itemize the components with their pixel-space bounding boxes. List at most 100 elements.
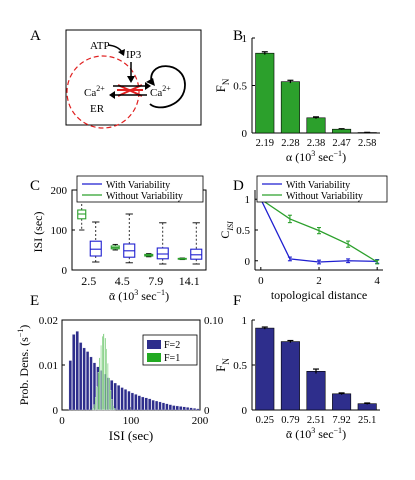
panel-e-x-tick-label: 100	[123, 415, 140, 427]
panel-e-hist-bar	[144, 397, 148, 411]
panel-e-hist-bar	[113, 382, 117, 411]
panel-c-box	[190, 248, 203, 260]
panel-c-x-axis-label: ᾱ (103 sec−1)	[109, 288, 169, 303]
panel-e-hist-bar	[127, 390, 131, 411]
panel-b-bar-chart: 0 0.5 1 2.19 2.28 2.38 2.47 2.58 FN α (103 sec−1)	[213, 33, 380, 164]
panel-b-x-axis-label: α (103 sec−1)	[286, 149, 346, 164]
panel-letter-d: D	[233, 178, 244, 194]
panel-f-bar	[306, 370, 326, 411]
panel-e-hist-bar	[196, 408, 200, 411]
panel-e-legend-label: F=1	[164, 353, 180, 364]
panel-b-bar	[332, 128, 352, 134]
panel-c-box-plot: 0 100 200 2.5 4.5 7.9 14.1 With VariabilityWith…	[31, 175, 207, 303]
ca-left-label: Ca2+	[84, 84, 105, 99]
panel-c-x-tick-label: 4.5	[115, 274, 130, 288]
panel-e-hist-bar	[192, 408, 197, 411]
panel-e-hist-bar	[161, 402, 166, 411]
panel-c-legend-box	[76, 175, 204, 203]
panel-letter-c: C	[30, 178, 40, 194]
ip3-arrowhead	[127, 76, 135, 83]
panel-e-hist-bar	[89, 356, 93, 411]
panel-c-box	[156, 247, 169, 260]
panel-d-x-tick-label: 2	[316, 275, 322, 287]
panel-d-legend-label: With Variability	[286, 180, 350, 191]
panel-b-y-tick-label: 1	[242, 33, 248, 45]
panel-c-x-tick-label: 7.9	[148, 274, 163, 288]
ip3-label: IP3	[126, 49, 142, 61]
panel-e-hist-bar	[158, 401, 162, 411]
panel-d-legend-label: Without Variability	[286, 191, 363, 202]
panel-e-hist-bar	[130, 392, 134, 411]
panel-e-hist-bar	[86, 351, 90, 411]
panel-c-y-axis-label: ISI (sec)	[31, 212, 45, 253]
panel-e-hist-bar	[114, 408, 116, 411]
panel-c-box	[89, 240, 102, 257]
panel-f-x-tick-label: 25.1	[358, 415, 376, 426]
panel-e-hist-bar	[186, 407, 190, 411]
panel-e-hist-bar	[101, 336, 103, 411]
panel-e-hist-bar	[111, 399, 113, 411]
panel-f-y-tick-label: 0.5	[233, 360, 247, 372]
panel-f-x-tick-label: 2.51	[307, 415, 325, 426]
panel-e-hist-bar	[148, 398, 152, 411]
panel-e-hist-bar	[75, 331, 79, 411]
panel-e-legend-label: F=2	[164, 340, 180, 351]
panel-c-y-tick-label: 200	[51, 185, 68, 197]
ca-flux-out-head	[145, 82, 151, 90]
panel-b-y-tick-label: 0.5	[233, 81, 247, 93]
panel-e-hist-bar	[120, 387, 124, 411]
panel-f-x-tick-label: 0.79	[281, 415, 299, 426]
panel-a-schematic: ATP IP3 Ca2+ Ca2+ ER	[65, 29, 202, 129]
panel-e-x-axis-label: ISI (sec)	[109, 428, 153, 443]
panel-e-hist-bar	[151, 399, 155, 411]
panel-e-hist-bar	[154, 400, 159, 411]
schematic-frame	[65, 29, 202, 126]
panel-c-y-tick-label: 100	[51, 225, 68, 237]
panel-letter-b: B	[233, 28, 243, 44]
panel-d-x-axis-label: topological distance	[271, 288, 367, 302]
panel-e-hist-bar	[103, 333, 105, 411]
panel-e-y-axis-label: Prob. Dens. (s−1)	[16, 325, 31, 406]
atp-arrowhead	[118, 49, 125, 56]
panel-d-x-tick-label: 0	[258, 275, 264, 287]
panel-e-hist-bar	[172, 405, 176, 411]
panel-e-left-y-tick-label: 0.02	[39, 315, 58, 327]
panel-b-y-tick-label: 0	[242, 128, 248, 140]
feedback-arrowhead	[146, 78, 155, 86]
panel-c-legend-label: Without Variability	[106, 191, 183, 202]
panel-e-hist-bar	[141, 396, 145, 411]
panel-f-bar-chart: 0 0.5 1 0.25 0.79 2.51 7.92 25.1 FN ᾱ (103 sec−1)	[213, 315, 380, 441]
panel-e-hist-bar	[189, 407, 193, 411]
panel-e-hist-bar	[110, 390, 112, 411]
panel-e-hist-bar	[112, 405, 114, 411]
panel-f-x-tick-label: 7.92	[332, 415, 350, 426]
panel-e-right-y-tick-label: 0.10	[204, 315, 224, 327]
panel-e-hist-bar	[79, 342, 83, 411]
panel-f-bar	[357, 403, 377, 411]
panel-d-y-tick-label: 0	[245, 256, 251, 268]
panel-e-legend: F=2F=1	[142, 334, 198, 366]
panel-b-bar	[280, 81, 300, 134]
panel-letter-a: A	[30, 28, 41, 44]
panel-e-hist-bar	[93, 404, 95, 411]
panel-e-hist-bar	[137, 395, 141, 411]
panel-b-x-tick-label: 2.38	[307, 138, 325, 149]
panel-b-y-axis-label: FN	[213, 78, 231, 92]
panel-e-hist-bar	[72, 334, 76, 411]
panel-d-y-tick-label: 0.5	[236, 225, 250, 237]
panel-c-x-tick-label: 14.1	[179, 274, 200, 288]
panel-f-x-tick-label: 0.25	[256, 415, 274, 426]
panel-e-hist-bar	[96, 386, 98, 411]
panel-c-x-tick-label: 2.5	[81, 274, 96, 288]
panel-f-y-tick-label: 1	[242, 315, 248, 327]
panel-e-hist-bar	[182, 406, 186, 411]
panel-f-bar	[332, 393, 352, 411]
panel-f-bar	[255, 327, 275, 411]
panel-e-hist-bar	[168, 404, 172, 411]
atp-label: ATP	[90, 40, 110, 52]
panel-e-hist-bar	[99, 357, 101, 411]
panel-e-hist-bar	[82, 347, 86, 411]
panel-b-x-tick-label: 2.28	[281, 138, 299, 149]
